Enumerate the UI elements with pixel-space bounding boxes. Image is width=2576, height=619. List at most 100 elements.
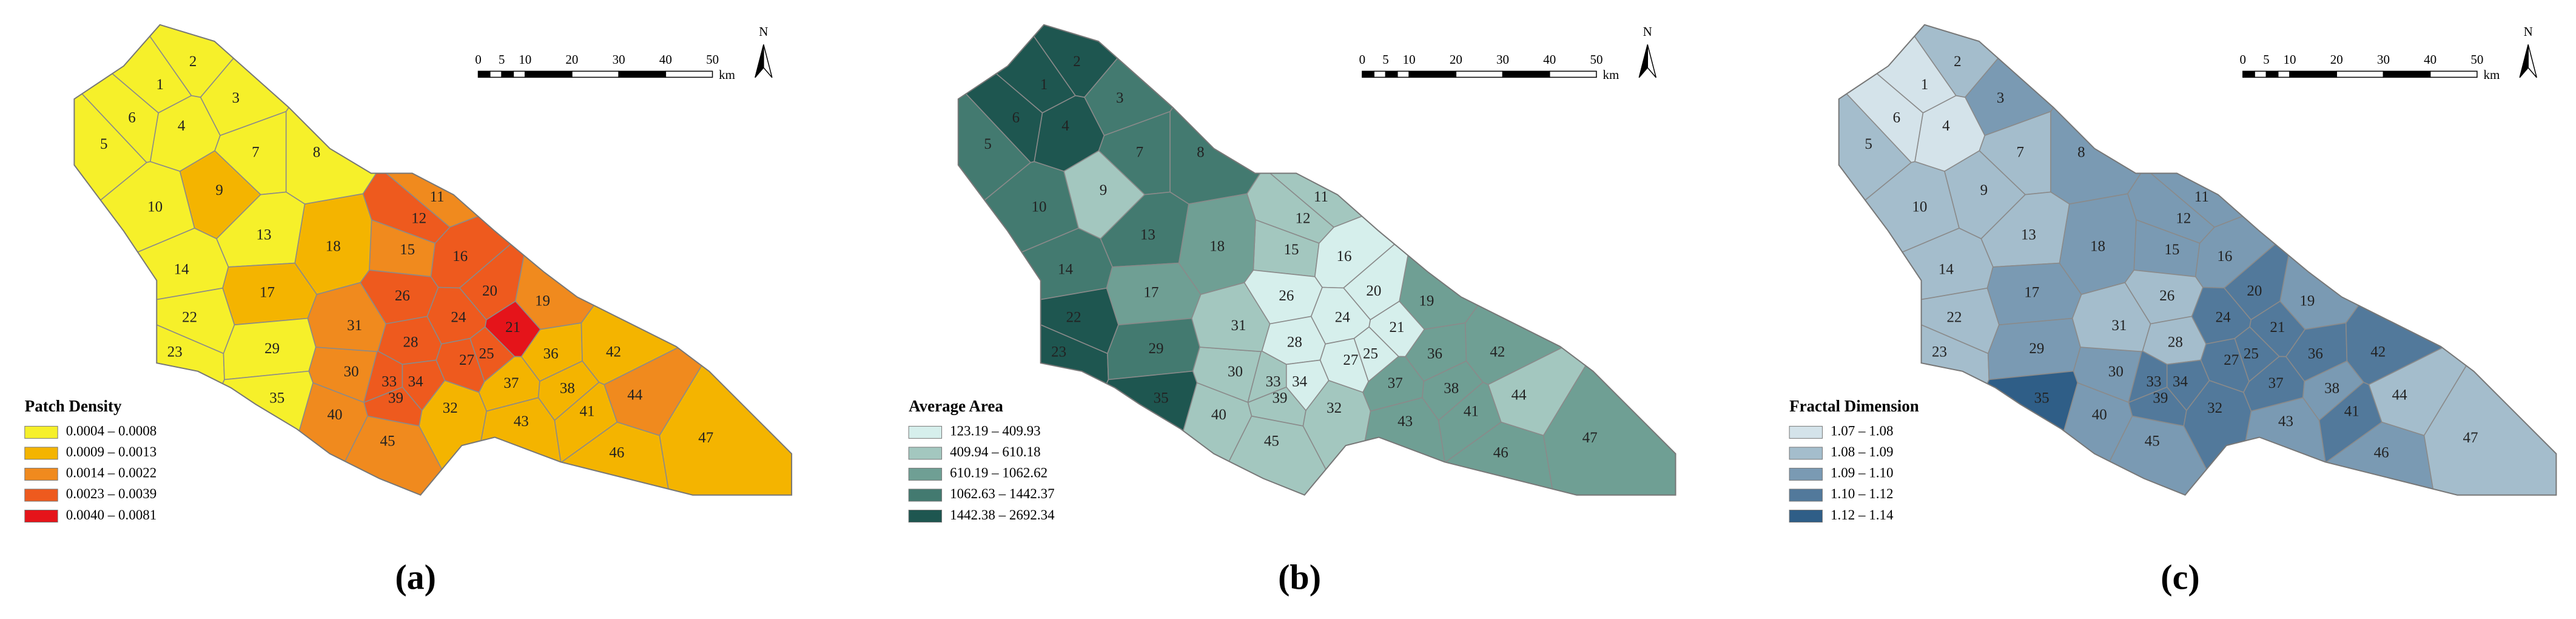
sub-basin-label: 34 [2173, 374, 2188, 390]
sub-basin-label: 4 [1942, 118, 1950, 134]
scale-segment [2242, 70, 2255, 78]
sub-basin-label: 17 [2024, 285, 2039, 301]
sub-basin [1195, 415, 1353, 495]
scale-label: 40 [1543, 52, 1556, 67]
legend-label: 123.19 – 409.93 [950, 424, 1040, 439]
sub-basin-label: 12 [2176, 210, 2191, 226]
legend-swatch [24, 489, 58, 502]
scale-segment [2289, 70, 2337, 78]
sub-basin-label: 28 [403, 334, 419, 350]
sub-basin [1040, 370, 1198, 495]
scale-segment [1408, 70, 1457, 78]
sub-basin-label: 36 [2308, 345, 2323, 362]
sub-basin-label: 20 [1366, 283, 1381, 299]
sub-basin-label: 27 [2224, 352, 2239, 368]
sub-basin-label: 32 [1327, 400, 1342, 416]
sub-basin-label: 31 [347, 317, 362, 334]
legend-label: 1.08 – 1.09 [1831, 444, 1894, 459]
sub-basin-label: 32 [443, 400, 458, 416]
sub-basin-label: 20 [482, 283, 497, 299]
scale-segment [1385, 70, 1398, 78]
legend-swatch [1789, 489, 1823, 502]
sub-basin-label: 6 [128, 109, 136, 126]
scale-label: 10 [1403, 52, 1416, 67]
scale-label: 5 [1382, 52, 1389, 67]
sub-basin-label: 37 [1388, 375, 1403, 391]
sub-basin-label: 30 [344, 364, 359, 380]
sub-basins [958, 24, 1676, 495]
sub-basin-label: 22 [1946, 309, 1962, 325]
scale-unit: km [2483, 67, 2500, 82]
sub-basin-label: 39 [2153, 390, 2168, 407]
scale-label: 50 [1590, 52, 1602, 67]
legend-swatch [24, 425, 58, 439]
sub-basin-label: 2 [1073, 53, 1081, 70]
legend-label: 1.09 – 1.10 [1831, 465, 1894, 481]
legend-title: Fractal Dimension [1789, 397, 1919, 415]
legend-label: 1.10 – 1.12 [1831, 486, 1894, 501]
sub-basin-label: 44 [1512, 387, 1527, 403]
legend-label: 409.94 – 610.18 [950, 444, 1040, 459]
scale-segment [1373, 70, 1387, 78]
sub-basin-label: 40 [2092, 407, 2107, 423]
sub-basin-label: 14 [1058, 262, 1074, 278]
sub-basin-label: 41 [1464, 403, 1479, 419]
legend-label: 1.07 – 1.08 [1831, 424, 1894, 439]
sub-basin-label: 23 [167, 344, 183, 360]
scale-segment [2265, 70, 2279, 78]
legend-swatch [908, 425, 943, 439]
sub-basin-label: 1 [1921, 76, 1929, 93]
sub-basin-label: 16 [1336, 248, 1351, 265]
sub-basin-label: 33 [382, 374, 397, 390]
scale-label: 5 [499, 52, 505, 67]
legend-label: 0.0023 – 0.0039 [66, 486, 157, 501]
scale-label: 0 [1359, 52, 1366, 67]
sub-basin-label: 7 [2016, 144, 2024, 161]
sub-basin-label: 8 [1197, 144, 1205, 161]
legend-title: Average Area [909, 397, 1003, 415]
legend-label: 0.0014 – 0.0022 [66, 465, 157, 481]
sub-basin-label: 11 [1314, 189, 1328, 205]
sub-basin-label: 23 [1051, 344, 1066, 360]
scale-segment [1502, 70, 1550, 78]
sub-basin-label: 17 [1143, 285, 1159, 301]
scale-label: 50 [2470, 52, 2483, 67]
sub-basins [1838, 24, 2557, 495]
scale-label: 0 [475, 52, 482, 67]
sub-basin-label: 40 [1211, 407, 1226, 423]
sub-basin [2050, 24, 2207, 205]
sub-basin-label: 29 [264, 340, 280, 357]
sub-basin-label: 11 [429, 189, 444, 205]
sub-basin-label: 31 [2111, 317, 2127, 334]
legend-label: 0.0009 – 0.0013 [66, 444, 157, 459]
scale-segment [618, 70, 667, 78]
sub-basin-label: 24 [451, 309, 466, 325]
scale-segment [513, 70, 526, 78]
sub-basin-label: 15 [2164, 242, 2179, 258]
sub-basin-label: 11 [2194, 189, 2209, 205]
sub-basin-label: 35 [2034, 390, 2050, 407]
sub-basin-label: 42 [606, 344, 621, 360]
sub-basin-label: 14 [174, 262, 190, 278]
sub-basins [74, 24, 792, 495]
sub-basin-label: 16 [2217, 248, 2232, 265]
sub-basin-label: 3 [232, 90, 240, 106]
legend-swatch [24, 447, 58, 460]
panel-label: (a) [395, 557, 436, 597]
sub-basin-label: 37 [503, 375, 519, 391]
sub-basin-label: 46 [1493, 444, 1508, 461]
sub-basin-label: 43 [1397, 413, 1413, 430]
scale-label: 20 [1450, 52, 1462, 67]
scale-segment [665, 70, 713, 78]
sub-basin-label: 24 [1335, 309, 1351, 325]
sub-basin-label: 47 [2463, 430, 2478, 446]
sub-basin-label: 13 [1140, 227, 1155, 243]
sub-basin-label: 21 [1389, 319, 1404, 336]
sub-basin-label: 4 [178, 118, 186, 134]
sub-basin-label: 32 [2207, 400, 2222, 416]
sub-basin-label: 45 [2145, 433, 2160, 449]
legend-label: 1442.38 – 2692.34 [950, 507, 1055, 523]
